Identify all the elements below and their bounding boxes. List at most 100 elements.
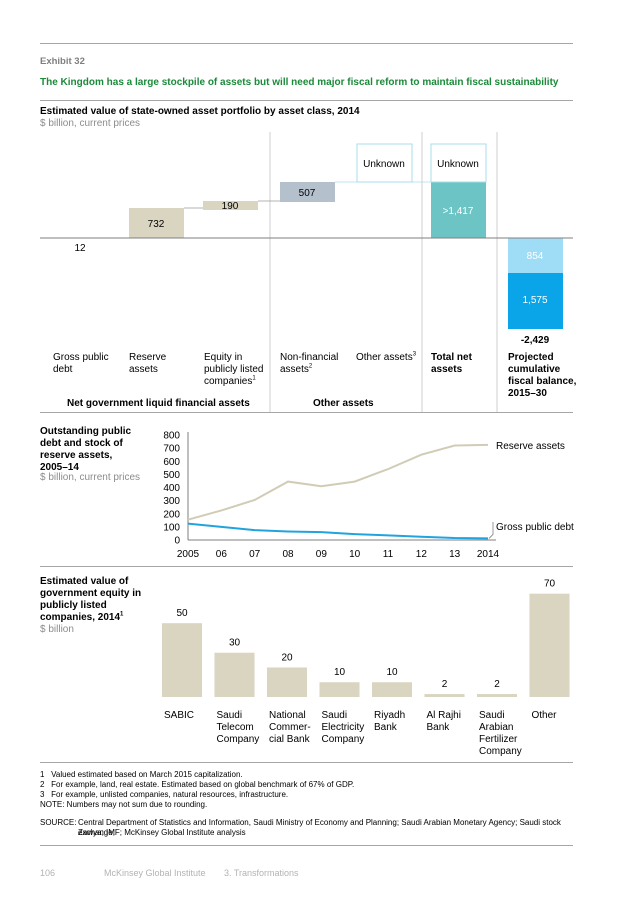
debt-leader-line xyxy=(488,522,494,539)
headline-rule xyxy=(40,100,573,101)
note: NOTE: Numbers may not sum due to roundin… xyxy=(40,800,208,809)
y-tick-label: 0 xyxy=(174,536,180,547)
equity-category-label: Electricity xyxy=(322,722,365,733)
bar-reserve-assets xyxy=(129,208,184,238)
equity-category-label: Fertilizer xyxy=(479,734,518,745)
equity-bar xyxy=(477,694,517,697)
x-tick-label: 10 xyxy=(349,549,361,560)
bar-projected-854 xyxy=(508,238,563,273)
footer-rule xyxy=(40,845,573,846)
equity-category-label: Other xyxy=(532,710,558,721)
value-equity: 190 xyxy=(222,201,239,212)
equity-category-label: Saudi xyxy=(217,710,243,721)
label-other: Other assets3 xyxy=(356,351,417,363)
group-label-other: Other assets xyxy=(313,398,374,409)
label-reserve: Reserve assets xyxy=(129,352,167,375)
section3-title: Estimated value of government equity in … xyxy=(40,576,142,623)
source-label: SOURCE: xyxy=(40,818,77,827)
value-proj-854: 854 xyxy=(527,251,544,262)
equity-category-label: Bank xyxy=(374,722,398,733)
footer-org: McKinsey Global Institute xyxy=(104,868,206,878)
exhibit-label: Exhibit 32 xyxy=(40,56,85,67)
source-text-1: Central Department of Statistics and Inf… xyxy=(78,818,561,837)
label-projected: Projected cumulative fiscal balance, 201… xyxy=(508,352,577,399)
x-tick-label: 12 xyxy=(416,549,428,560)
x-tick-label: 08 xyxy=(282,549,294,560)
equity-category-label: Telecom xyxy=(217,722,254,733)
x-tick-label: 06 xyxy=(216,549,228,560)
x-tick-label: 13 xyxy=(449,549,461,560)
section2-unit: $ billion, current prices xyxy=(40,472,141,483)
x-tick-label: 09 xyxy=(316,549,328,560)
equity-value-label: 10 xyxy=(386,667,398,678)
equity-bar xyxy=(267,667,307,697)
section1-rule xyxy=(40,412,573,413)
x-tick-label: 11 xyxy=(383,549,394,560)
series-label-reserve: Reserve assets xyxy=(496,441,565,452)
equity-category-label: Riyadh xyxy=(374,710,405,721)
y-tick-label: 100 xyxy=(163,522,180,533)
equity-category-label: National xyxy=(269,710,306,721)
equity-category-label: Saudi xyxy=(322,710,348,721)
y-tick-label: 300 xyxy=(163,496,180,507)
equity-bar-chart: 50SABIC30SaudiTelecomCompany20NationalCo… xyxy=(162,579,570,757)
unknown-label-2: Unknown xyxy=(437,159,479,170)
equity-bar xyxy=(319,682,360,697)
series-label-debt: Gross public debt xyxy=(496,522,574,533)
equity-value-label: 20 xyxy=(281,652,293,663)
equity-category-label: Company xyxy=(479,746,522,757)
section3-unit: $ billion xyxy=(40,624,74,635)
group-label-liquid: Net government liquid financial assets xyxy=(67,398,250,409)
value-reserve: 732 xyxy=(148,219,165,230)
equity-category-label: Al Rajhi xyxy=(427,710,461,721)
equity-category-label: Company xyxy=(217,734,260,745)
footnote-3: 3 For example, unlisted companies, natur… xyxy=(40,790,289,799)
equity-category-label: SABIC xyxy=(164,710,194,721)
equity-value-label: 10 xyxy=(334,667,346,678)
page-number: 106 xyxy=(40,868,56,878)
line-series-reserve-assets xyxy=(187,443,489,521)
y-tick-label: 700 xyxy=(163,444,180,455)
unknown-box-total xyxy=(430,143,487,183)
equity-value-label: 2 xyxy=(442,679,448,690)
equity-value-label: 2 xyxy=(494,679,500,690)
section2-rule xyxy=(40,566,573,567)
bar-projected-1575 xyxy=(508,273,563,329)
unknown-box-other xyxy=(356,143,413,183)
equity-category-label: Saudi xyxy=(479,710,505,721)
footnote-1: 1 Valued estimated based on March 2015 c… xyxy=(40,770,243,779)
y-tick-label: 500 xyxy=(163,470,180,481)
equity-value-label: 70 xyxy=(544,579,556,590)
equity-category-label: Arabian xyxy=(479,722,513,733)
y-tick-label: 600 xyxy=(163,457,180,468)
footer-chapter: 3. Transformations xyxy=(224,868,299,878)
line-series-gross-public-debt xyxy=(187,522,489,540)
bar-equity xyxy=(203,201,258,210)
bar-non-financial-assets xyxy=(280,182,335,202)
section3-rule xyxy=(40,762,573,763)
y-tick-label: 400 xyxy=(163,483,180,494)
value-gross-debt: 12 xyxy=(74,243,86,254)
equity-bar xyxy=(214,652,255,697)
equity-category-label: cial Bank xyxy=(269,734,311,745)
section1-title: Estimated value of state-owned asset por… xyxy=(40,106,360,117)
label-nonfin: Non-financial assets2 xyxy=(280,352,339,375)
footnote-2: 2 For example, land, real estate. Estima… xyxy=(40,780,355,789)
label-equity: Equity in publicly listed companies1 xyxy=(204,352,264,387)
headline: The Kingdom has a large stockpile of ass… xyxy=(40,77,559,88)
equity-bar xyxy=(529,593,570,697)
x-tick-label: 07 xyxy=(249,549,261,560)
top-rule xyxy=(40,43,573,44)
equity-value-label: 50 xyxy=(176,608,188,619)
section2-title: Outstanding public debt and stock of res… xyxy=(40,426,132,473)
value-projected-total: -2,429 xyxy=(521,335,550,346)
equity-category-label: Company xyxy=(322,734,365,745)
equity-bar xyxy=(372,682,412,697)
value-nonfin: 507 xyxy=(299,188,316,199)
value-proj-1575: 1,575 xyxy=(522,295,547,306)
equity-value-label: 30 xyxy=(229,638,241,649)
waterfall-chart: 12 732 190 507 Unknown Unknown >1,417 85… xyxy=(40,132,573,412)
label-total: Total net assets xyxy=(431,352,472,375)
y-tick-label: 200 xyxy=(163,509,180,520)
unknown-label-1: Unknown xyxy=(363,159,405,170)
